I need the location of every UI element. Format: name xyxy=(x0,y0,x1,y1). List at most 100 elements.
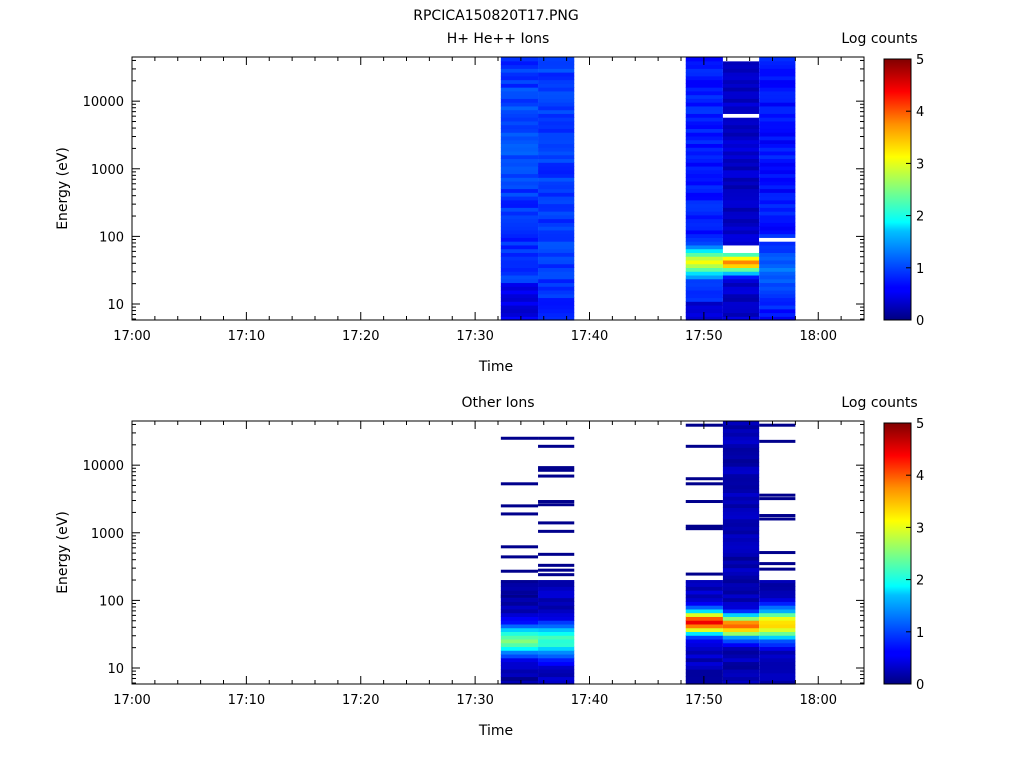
heatmap-cell xyxy=(759,94,796,99)
heatmap-cell xyxy=(685,248,723,253)
x-tick-label: 17:00 xyxy=(113,693,150,708)
heatmap-cell xyxy=(500,668,539,674)
heatmap-cell xyxy=(685,665,723,670)
colorbar: Log counts 0 1 2 3 4 5 xyxy=(841,395,924,693)
heatmap-cell xyxy=(722,271,760,276)
heatmap-cell xyxy=(500,162,539,167)
heatmap-cell xyxy=(500,293,539,299)
heatmap-cell xyxy=(759,267,796,272)
heatmap-cell xyxy=(722,274,760,280)
heatmap-line xyxy=(685,500,723,504)
heatmap-cell xyxy=(685,580,723,584)
heatmap-cell xyxy=(685,214,723,220)
heatmap-line xyxy=(759,514,796,518)
heatmap-cell xyxy=(685,117,723,122)
heatmap-cell xyxy=(722,454,760,460)
heatmap-cell xyxy=(538,199,575,205)
heatmap-cell xyxy=(538,301,575,306)
heatmap-cell xyxy=(722,68,760,73)
heatmap-cell xyxy=(759,676,796,681)
heatmap-cell xyxy=(500,188,539,193)
heatmap-cell xyxy=(538,154,575,160)
heatmap-cell xyxy=(722,199,760,205)
heatmap-cell xyxy=(722,248,760,253)
y-tick-label: 10000 xyxy=(83,459,124,474)
heatmap-cell xyxy=(538,139,575,145)
heatmap-line xyxy=(759,493,796,497)
heatmap-cell xyxy=(500,72,539,77)
heatmap-cell xyxy=(538,75,575,81)
heatmap-cell xyxy=(538,657,575,663)
heatmap-cell xyxy=(759,623,796,629)
heatmap-cell xyxy=(722,79,760,84)
heatmap-cell xyxy=(685,304,723,310)
heatmap-cell xyxy=(722,60,760,66)
heatmap-cell xyxy=(500,237,539,242)
heatmap-cell xyxy=(500,124,539,129)
heatmap-cell xyxy=(538,612,575,617)
heatmap-cell xyxy=(500,75,539,81)
heatmap-cell xyxy=(722,635,760,640)
heatmap-cell xyxy=(759,135,796,141)
heatmap-cell xyxy=(759,102,796,107)
heatmap-cell xyxy=(759,271,796,276)
heatmap-cell xyxy=(500,665,539,670)
heatmap-cell xyxy=(685,132,723,137)
x-tick-label: 17:30 xyxy=(456,693,493,708)
heatmap-cell xyxy=(538,256,575,261)
heatmap-cell xyxy=(759,226,796,231)
heatmap-cell xyxy=(538,586,575,591)
heatmap-cell xyxy=(759,222,796,227)
heatmap-cell xyxy=(759,90,796,96)
colorbar-label: Log counts xyxy=(841,395,917,411)
heatmap-cell xyxy=(722,128,760,133)
heatmap-cell xyxy=(538,252,575,257)
heatmap-cell xyxy=(538,162,575,167)
x-tick-label: 17:30 xyxy=(456,329,493,344)
heatmap-cell xyxy=(759,590,796,595)
heatmap-cell xyxy=(722,473,760,478)
heatmap-cell xyxy=(685,586,723,591)
heatmap-cell xyxy=(759,75,796,81)
heatmap-cell xyxy=(685,196,723,201)
heatmap-cell xyxy=(538,608,575,614)
heatmap-cell xyxy=(500,263,539,268)
heatmap-cell xyxy=(722,567,760,572)
heatmap-cell xyxy=(500,143,539,148)
heatmap-cell xyxy=(685,259,723,265)
heatmap-cell xyxy=(722,158,760,163)
heatmap-cell xyxy=(722,316,760,321)
heatmap-cell xyxy=(722,147,760,152)
heatmap-cell xyxy=(500,79,539,84)
heatmap-cell xyxy=(722,511,760,516)
heatmap-cell xyxy=(722,173,760,178)
heatmap-cell xyxy=(685,582,723,587)
heatmap-cell xyxy=(500,582,539,587)
heatmap-line xyxy=(538,568,575,572)
heatmap-cell xyxy=(500,267,539,272)
heatmap-cell xyxy=(722,428,760,433)
heatmap-cell xyxy=(722,83,760,88)
heatmap-cell xyxy=(500,139,539,145)
heatmap-cell xyxy=(500,147,539,152)
heatmap-cell xyxy=(759,184,796,190)
heatmap-cell xyxy=(538,308,575,314)
heatmap-cell xyxy=(759,289,796,295)
heatmap-cell xyxy=(722,605,760,610)
panel-1: 17:00 17:10 17:20 17:30 17:40 17:50 18:0010100… xyxy=(55,31,924,375)
heatmap-cell xyxy=(759,154,796,160)
heatmap-cell xyxy=(500,601,539,606)
heatmap-cell xyxy=(759,661,796,666)
heatmap-cell xyxy=(538,60,575,66)
data-column-3 xyxy=(685,57,723,321)
heatmap-cell xyxy=(722,608,760,614)
heatmap-cell xyxy=(538,661,575,666)
heatmap-cell xyxy=(722,522,760,527)
heatmap-cell xyxy=(685,64,723,69)
heatmap-cell xyxy=(500,214,539,220)
heatmap-cell xyxy=(685,646,723,651)
heatmap-cell xyxy=(759,601,796,606)
heatmap-cell xyxy=(722,180,760,186)
heatmap-cell xyxy=(722,653,760,659)
heatmap-cell xyxy=(500,308,539,314)
